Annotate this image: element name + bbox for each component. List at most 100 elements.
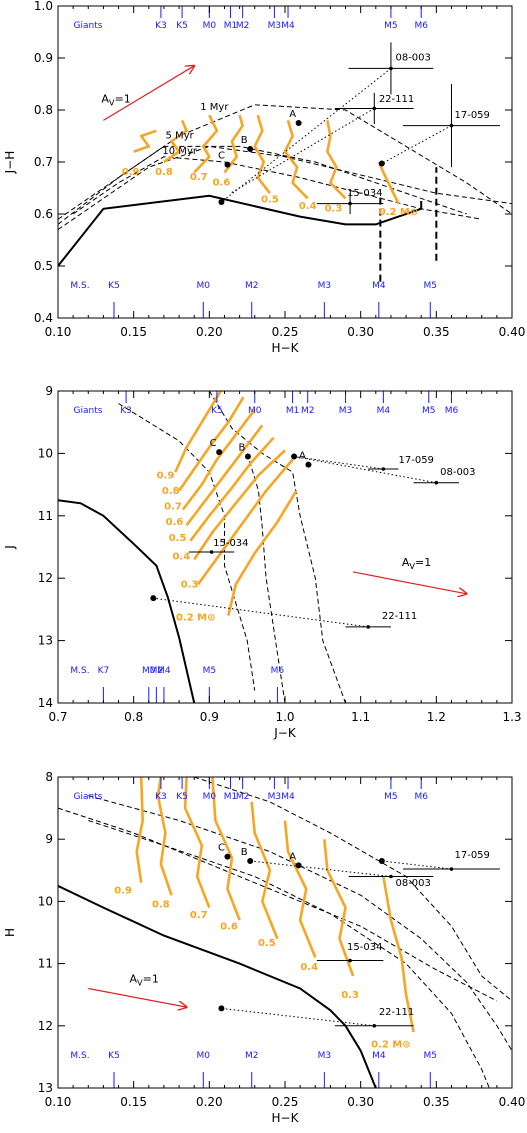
mass-track-line [196,458,294,586]
giant-spt-label: M2 [236,21,250,31]
giant-spt-label: M5 [384,21,398,31]
y-tick-label: 0.5 [34,259,53,273]
mass-track-line [133,129,157,153]
dereddening-line [221,1007,375,1027]
mass-track-label: 0.6 [220,921,238,932]
y-tick-label: 0.6 [34,207,53,221]
ms-spt-label: M2 [150,666,164,676]
model-point [295,862,302,869]
x-tick-label: 0.35 [423,1095,450,1109]
giant-spt-label: M6 [414,21,428,31]
mass-track-line [178,396,245,492]
x-tick-label: 1.3 [502,710,521,724]
mass-track-label: 0.4 [172,551,190,562]
mass-track-line [227,490,298,616]
ms-label: M.S. [70,281,89,291]
mass-track-line [174,391,222,473]
reddening-arrow [352,571,467,594]
ms-label: M.S. [70,1051,89,1061]
x-tick-label: 0.40 [499,1095,526,1109]
ms-spt-label: M0 [197,1051,211,1061]
mass-track-label: 0.3 [181,580,199,591]
mass-track-label: 0.3 [341,990,359,1001]
x-tick-label: 0.35 [423,325,450,339]
isochrone-label: 5 Myr [165,131,194,142]
ms-spt-label: M0 [197,281,211,291]
x-tick-label: 0.40 [499,325,526,339]
x-tick-label: 1.2 [427,710,446,724]
y-tick-label: 12 [38,1019,53,1033]
model-label: C [218,151,225,162]
object-label: 08-003 [395,53,430,64]
object-label: 17-059 [454,110,489,121]
panel-h-hk: 0.9 0.8 0.7 0.6 0.5 0.4 0.3 0.2 M⊙ 17-059 08-003 1… [3,770,525,1125]
mass-track-label: 0.2 M⊙ [379,207,419,218]
y-axis-label: H [3,928,17,937]
ms-spt-label: M5 [424,281,438,291]
reddening-label: AV=1 [101,92,130,107]
ms-spt-label: K7 [98,666,110,676]
giant-branch-line [118,403,256,691]
y-tick-label: 0.4 [34,311,53,325]
giant-spt-label: M5 [422,406,436,416]
x-tick-label: 0.30 [347,325,374,339]
mass-track-line [323,839,355,977]
model-point [244,453,251,460]
giant-spt-label: M3 [339,406,353,416]
giant-spt-label: M4 [281,792,295,802]
ms-spt-label: K5 [108,281,120,291]
mass-track-label: 0.9 [157,470,175,481]
mass-track-line [223,114,244,174]
model-label: A [289,109,296,120]
x-tick-label: 0.15 [120,325,147,339]
model-point [247,146,254,152]
isochrone-line [72,156,482,220]
x-tick-label: 0.7 [48,710,67,724]
ms-spt-label: K5 [108,1051,120,1061]
x-axis-label: H−K [272,341,300,355]
y-tick-label: 0.8 [34,103,53,117]
object-point [372,1024,377,1028]
y-tick-label: 12 [38,571,53,585]
object-label: 15-034 [347,188,382,199]
mass-track-line [283,120,309,200]
object-point [348,201,352,206]
object-point [389,874,393,879]
plot-area [58,391,460,703]
model-point [216,449,223,456]
ms-label: M.S. [70,666,89,676]
ms-spt-label: M6 [271,666,285,676]
reddening-label: AV=1 [129,972,158,987]
ms-spt-label: M5 [424,1051,438,1061]
object-label: 22-111 [379,1007,414,1018]
giant-spt-label: M5 [384,792,398,802]
dereddened-point [378,857,385,864]
y-tick-label: 0.7 [34,155,53,169]
dereddening-line [294,456,384,470]
mass-track-line [156,777,173,896]
model-label: B [238,443,245,454]
x-tick-label: 1.1 [351,710,370,724]
object-point [449,867,454,871]
panel-jh-hk: 0.9 0.8 0.7 0.6 0.5 0.4 0.3 0.2 M⊙ 08-003 22-111 1… [3,0,525,355]
x-tick-label: 0.20 [196,1095,223,1109]
mass-track-label: 0.8 [162,486,180,497]
main-sequence-line [58,194,423,267]
mass-track-line [181,408,256,511]
x-tick-label: 0.9 [200,710,219,724]
y-tick-label: 10 [38,894,53,908]
mass-track-label: 0.8 [152,900,170,911]
isochrone-label: 10 Myr [162,146,197,157]
dereddened-point [291,453,298,460]
mass-track-label: 0.6 [166,517,184,528]
giant-spt-label: M0 [248,406,262,416]
object-label: 08-003 [395,878,430,889]
model-point [224,161,231,168]
object-point [389,66,393,71]
giant-branch-line [58,807,498,1002]
isochrone-label: 1 Myr [200,102,229,113]
x-tick-label: 0.25 [272,325,299,339]
y-axis-label: J [3,545,17,550]
model-label: C [210,438,217,449]
mass-track-label: 0.4 [300,962,318,973]
